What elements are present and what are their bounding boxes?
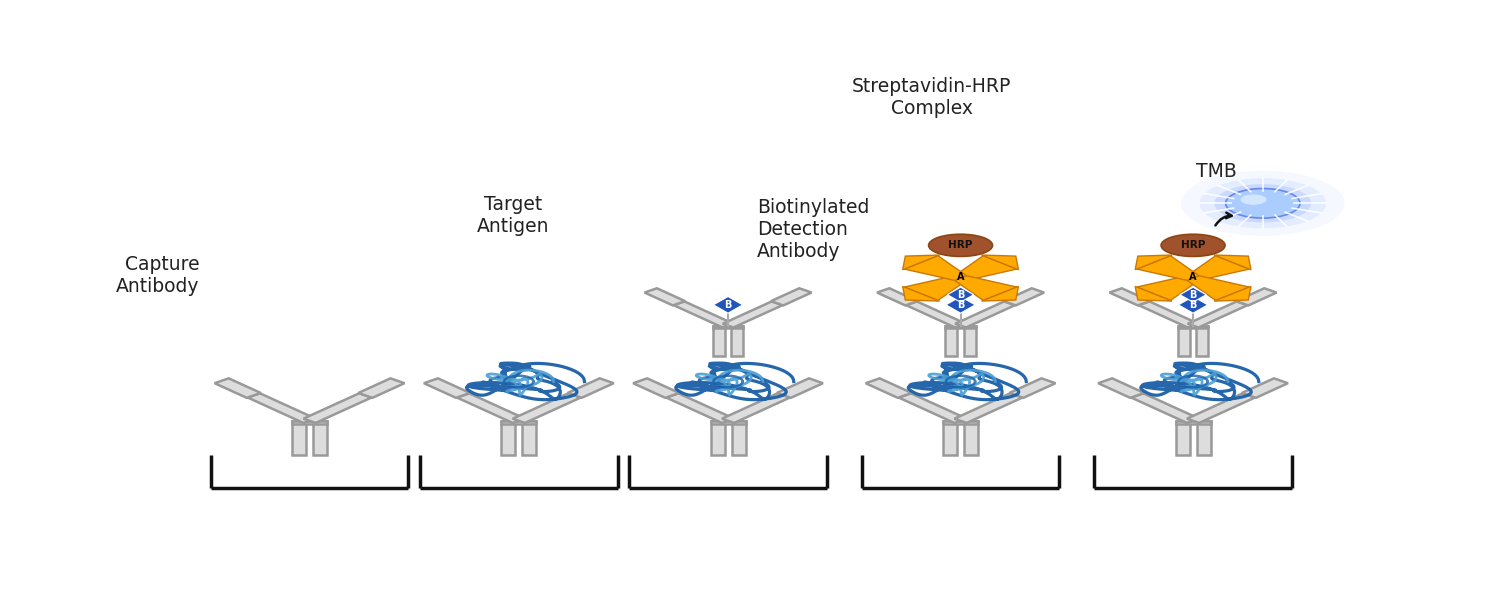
Text: B: B — [957, 290, 964, 299]
Polygon shape — [248, 393, 315, 423]
Polygon shape — [1236, 288, 1276, 305]
Polygon shape — [674, 301, 734, 328]
Polygon shape — [633, 379, 680, 398]
Polygon shape — [1004, 288, 1044, 305]
Polygon shape — [666, 393, 734, 423]
Text: HRP: HRP — [948, 241, 972, 250]
Bar — [1197, 421, 1210, 455]
Polygon shape — [1214, 286, 1251, 301]
Polygon shape — [946, 296, 975, 313]
Polygon shape — [954, 393, 1023, 423]
Polygon shape — [1110, 288, 1150, 305]
Polygon shape — [904, 275, 966, 301]
Bar — [944, 421, 957, 455]
Polygon shape — [981, 286, 1018, 301]
Circle shape — [1240, 194, 1266, 205]
Bar — [712, 326, 744, 328]
Polygon shape — [1242, 379, 1288, 398]
Polygon shape — [903, 286, 939, 301]
Polygon shape — [1188, 301, 1248, 328]
Bar — [732, 421, 746, 455]
Bar — [730, 326, 744, 356]
Text: B: B — [957, 300, 964, 310]
Bar — [945, 326, 976, 328]
Polygon shape — [981, 255, 1018, 270]
Polygon shape — [1137, 256, 1198, 280]
Bar — [945, 326, 957, 356]
Polygon shape — [424, 379, 470, 398]
Text: Biotinylated
Detection
Antibody: Biotinylated Detection Antibody — [758, 197, 870, 260]
Polygon shape — [1186, 256, 1250, 280]
Polygon shape — [898, 393, 966, 423]
Bar — [522, 421, 537, 455]
Bar — [712, 326, 724, 356]
Bar — [1176, 421, 1190, 455]
Polygon shape — [956, 301, 1016, 328]
Polygon shape — [458, 393, 525, 423]
Polygon shape — [878, 288, 918, 305]
Text: B: B — [1190, 300, 1197, 310]
Polygon shape — [1136, 286, 1172, 301]
Polygon shape — [1214, 255, 1251, 270]
Bar — [964, 421, 978, 455]
Polygon shape — [954, 275, 1017, 301]
Ellipse shape — [928, 234, 993, 256]
Bar — [711, 421, 724, 455]
Bar — [501, 421, 516, 455]
Polygon shape — [1179, 296, 1208, 313]
Circle shape — [1226, 188, 1300, 218]
Polygon shape — [777, 379, 824, 398]
Polygon shape — [1010, 379, 1056, 398]
Polygon shape — [904, 256, 966, 280]
Bar — [963, 326, 976, 356]
Polygon shape — [1180, 287, 1206, 302]
Bar — [501, 421, 536, 424]
Bar — [1178, 326, 1190, 356]
Polygon shape — [1137, 275, 1198, 301]
Polygon shape — [567, 379, 614, 398]
Bar — [1176, 421, 1210, 424]
Polygon shape — [948, 287, 974, 302]
Text: HRP: HRP — [1180, 241, 1206, 250]
Polygon shape — [1186, 393, 1256, 423]
Polygon shape — [906, 301, 966, 328]
Ellipse shape — [1161, 234, 1226, 256]
Text: A: A — [1190, 272, 1197, 281]
Polygon shape — [771, 288, 812, 305]
Polygon shape — [358, 379, 405, 398]
Polygon shape — [303, 393, 372, 423]
Text: TMB: TMB — [1196, 162, 1236, 181]
Polygon shape — [722, 393, 790, 423]
Polygon shape — [645, 288, 686, 305]
Bar — [292, 421, 327, 424]
Circle shape — [1215, 184, 1311, 223]
Polygon shape — [954, 256, 1017, 280]
Polygon shape — [1131, 393, 1198, 423]
Polygon shape — [865, 379, 912, 398]
Text: Streptavidin-HRP
Complex: Streptavidin-HRP Complex — [852, 77, 1011, 118]
Bar — [1178, 326, 1209, 328]
Polygon shape — [723, 301, 783, 328]
Polygon shape — [903, 255, 939, 270]
Bar — [1196, 326, 1209, 356]
Polygon shape — [714, 296, 742, 313]
Text: Target
Antigen: Target Antigen — [477, 195, 549, 236]
Polygon shape — [1138, 301, 1198, 328]
Bar — [944, 421, 978, 424]
Bar — [711, 421, 746, 424]
Polygon shape — [513, 393, 580, 423]
Text: B: B — [1190, 290, 1197, 299]
Polygon shape — [214, 379, 261, 398]
Polygon shape — [1136, 255, 1172, 270]
Bar — [292, 421, 306, 455]
Polygon shape — [1186, 275, 1250, 301]
Text: A: A — [957, 272, 964, 281]
Text: Capture
Antibody: Capture Antibody — [116, 255, 200, 296]
Circle shape — [1180, 171, 1344, 236]
Bar — [314, 421, 327, 455]
Text: B: B — [724, 300, 732, 310]
Polygon shape — [1098, 379, 1144, 398]
Circle shape — [1200, 178, 1326, 229]
